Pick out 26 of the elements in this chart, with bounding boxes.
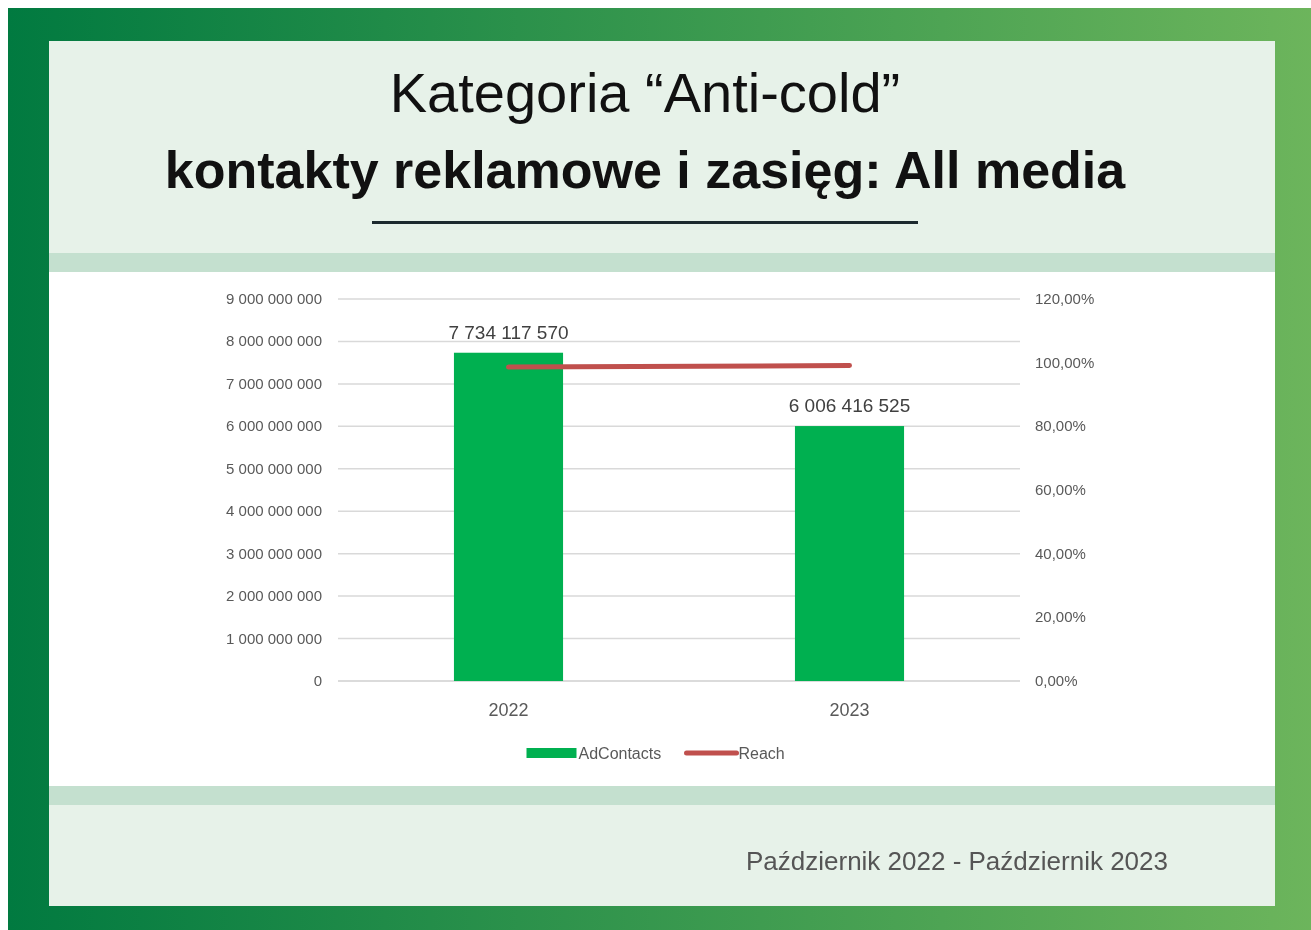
y-tick-label: 1 000 000 000 [226, 629, 322, 647]
y-tick-label: 8 000 000 000 [226, 332, 322, 350]
y-tick-label: 0 [313, 672, 322, 689]
y-tick-label: 3 000 000 000 [226, 544, 322, 562]
chart-subtitle: kontakty reklamowe i zasięg: All media [164, 141, 1127, 199]
legend-label: AdContacts [578, 745, 662, 762]
legend-label: Reach [738, 745, 785, 762]
y-tick-label: 4 000 000 000 [226, 502, 322, 520]
y2-tick-label: 100,00% [1035, 353, 1095, 371]
y2-tick-label: 20,00% [1035, 608, 1086, 626]
y-tick-label: 2 000 000 000 [226, 587, 322, 605]
data-label: 6 006 416 525 [788, 395, 911, 417]
text: Październik 2022 - Październik 2023 [745, 846, 1168, 876]
y2-tick-label: 40,00% [1035, 544, 1086, 562]
chart-title: Kategoria “Anti-cold” [389, 61, 901, 124]
y-tick-label: 6 000 000 000 [226, 417, 322, 435]
y-tick-label: 5 000 000 000 [226, 459, 322, 477]
y2-tick-label: 80,00% [1035, 417, 1086, 435]
y-tick-label: 9 000 000 000 [226, 290, 322, 307]
x-tick-label: 2022 [488, 700, 529, 720]
y2-tick-label: 0,00% [1035, 672, 1078, 689]
data-label: 7 734 117 570 [448, 321, 569, 343]
y2-tick-label: 120,00% [1035, 290, 1095, 307]
y2-tick-label: 60,00% [1035, 481, 1086, 498]
y-tick-label: 7 000 000 000 [226, 374, 322, 392]
x-tick-label: 2023 [829, 700, 870, 720]
